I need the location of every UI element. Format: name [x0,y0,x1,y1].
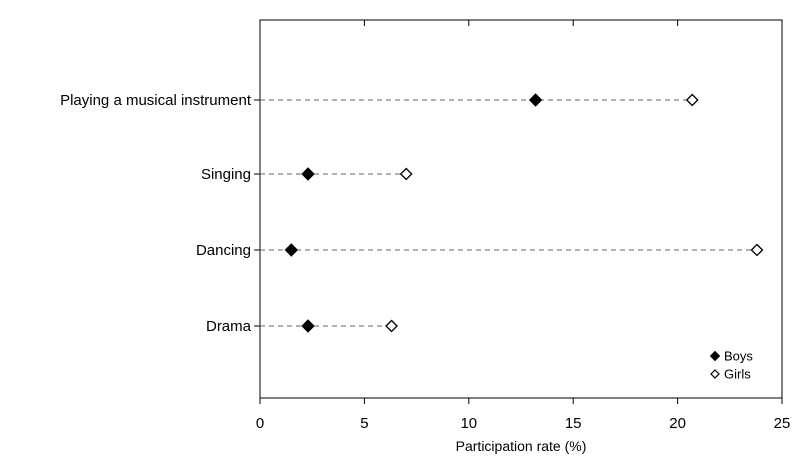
boys-marker [301,319,315,333]
girls-marker [685,93,699,107]
x-tick-labels: 0 5 10 15 20 25 [256,415,791,432]
legend: Boys Girls [709,349,753,382]
boys-marker [528,93,543,107]
x-axis-title: Participation rate (%) [456,438,587,454]
category-label: Dancing [196,242,251,259]
girls-legend-marker [710,369,720,379]
category-label: Singing [201,166,251,183]
boys-marker [284,243,299,257]
girls-marker [750,243,764,257]
boys-marker [301,167,315,181]
category-labels: Playing a musical instrument Singing Danci… [60,92,252,335]
category-label: Drama [206,318,252,335]
x-tick-label: 20 [669,415,686,432]
connector-lines [260,99,757,327]
data-markers [284,93,764,333]
bottom-axis-ticks [259,398,783,404]
category-label: Playing a musical instrument [60,92,252,109]
x-tick-label: 10 [460,415,477,432]
x-tick-label: 0 [256,415,264,432]
boys-legend-marker [709,350,721,362]
x-tick-label: 25 [774,415,791,432]
girls-marker [385,319,398,333]
legend-label: Girls [724,367,751,382]
legend-label: Boys [724,349,753,364]
category-axis-ticks [254,99,260,327]
plot-frame [259,19,783,399]
x-tick-label: 5 [360,415,368,432]
top-axis-ticks [259,20,783,26]
x-tick-label: 15 [565,415,582,432]
girls-marker [399,167,413,181]
